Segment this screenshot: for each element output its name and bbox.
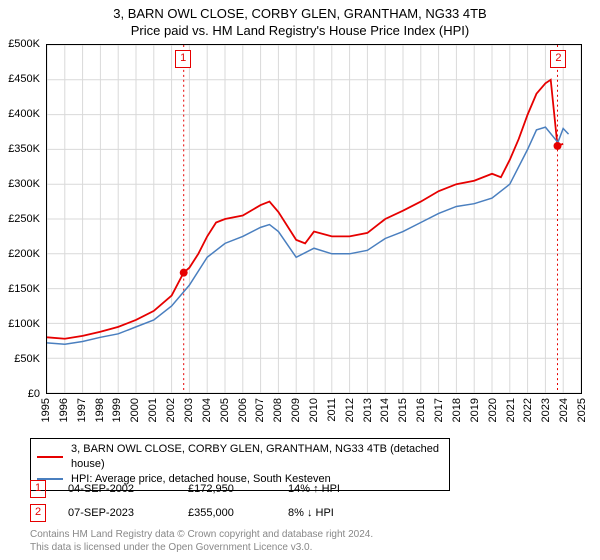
marker-row-2-num: 2 xyxy=(30,504,46,522)
chart-title-main: 3, BARN OWL CLOSE, CORBY GLEN, GRANTHAM,… xyxy=(0,6,600,22)
legend-swatch-property xyxy=(37,456,63,458)
marker-row-2-price: £355,000 xyxy=(188,507,288,519)
marker-row-1: 1 04-SEP-2002 £172,950 14% ↑ HPI xyxy=(30,480,570,498)
marker-row-1-delta: 14% ↑ HPI xyxy=(288,483,408,495)
marker-row-2: 2 07-SEP-2023 £355,000 8% ↓ HPI xyxy=(30,504,570,522)
x-axis-ticks: 1995199619971998199920002001200220032004… xyxy=(46,396,582,444)
chart-title-sub: Price paid vs. HM Land Registry's House … xyxy=(0,23,600,39)
marker-row-2-date: 07-SEP-2023 xyxy=(68,507,188,519)
y-axis-ticks: £0£50K£100K£150K£200K£250K£300K£350K£400… xyxy=(0,44,44,394)
chart-marker-1: 1 xyxy=(175,50,191,68)
marker-row-2-delta: 8% ↓ HPI xyxy=(288,507,408,519)
marker-data-rows: 1 04-SEP-2002 £172,950 14% ↑ HPI 2 07-SE… xyxy=(30,480,570,528)
legend-item-property: 3, BARN OWL CLOSE, CORBY GLEN, GRANTHAM,… xyxy=(37,442,443,472)
chart-marker-2: 2 xyxy=(550,50,566,68)
marker-row-1-price: £172,950 xyxy=(188,483,288,495)
legend-label-property: 3, BARN OWL CLOSE, CORBY GLEN, GRANTHAM,… xyxy=(71,442,443,472)
marker-row-1-date: 04-SEP-2002 xyxy=(68,483,188,495)
chart-plot-area xyxy=(46,44,582,394)
footer-line-2: This data is licensed under the Open Gov… xyxy=(30,542,373,555)
marker-row-1-num: 1 xyxy=(30,480,46,498)
footer-attribution: Contains HM Land Registry data © Crown c… xyxy=(30,529,373,554)
footer-line-1: Contains HM Land Registry data © Crown c… xyxy=(30,529,373,542)
